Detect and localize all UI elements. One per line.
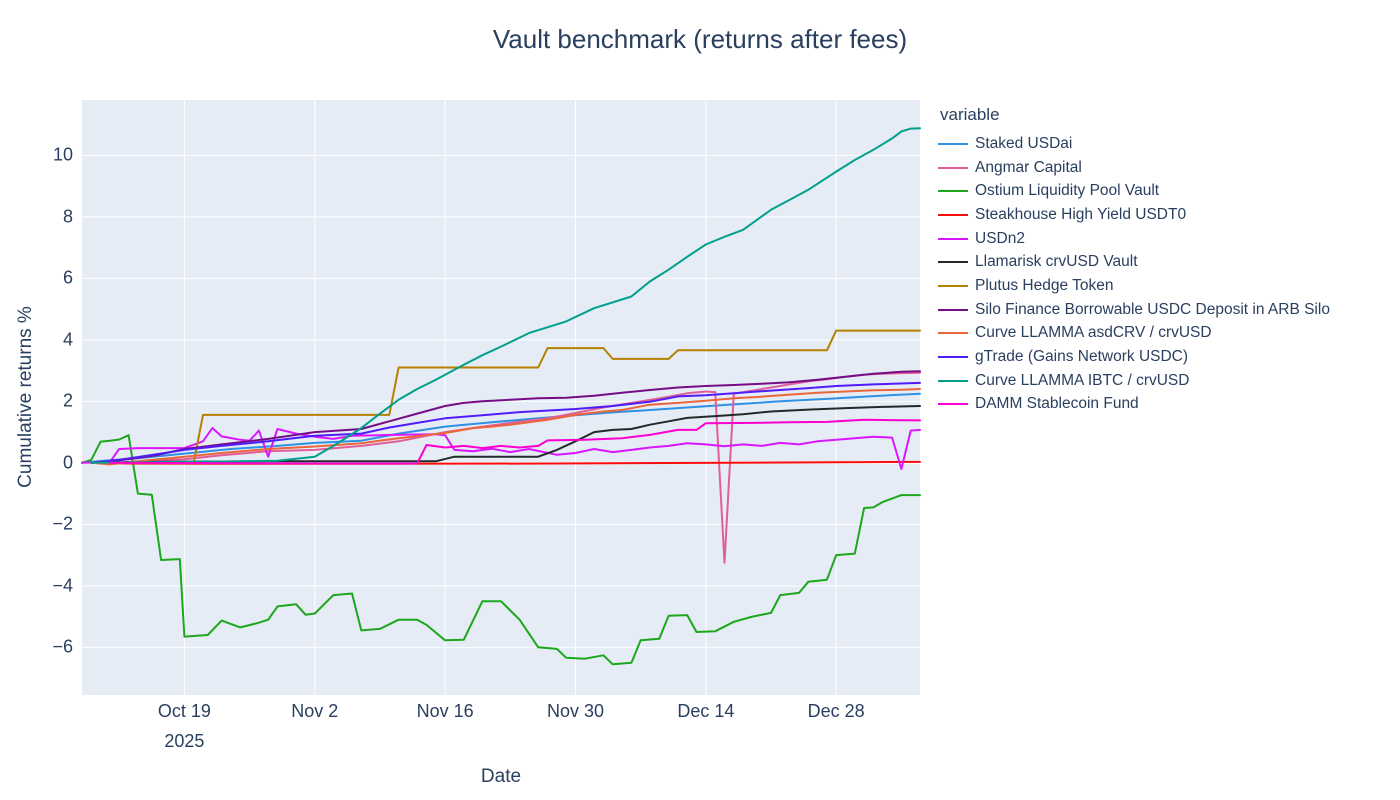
legend-line-swatch: [938, 379, 968, 382]
legend-line-swatch: [938, 308, 968, 311]
legend-item-label: Angmar Capital: [975, 158, 1082, 176]
legend-item-label: DAMM Stablecoin Fund: [975, 395, 1139, 413]
legend-item-0[interactable]: Staked USDai: [938, 132, 1330, 156]
x-axis-year-label: 2025: [164, 731, 205, 751]
series-line-2[interactable]: [81, 434, 921, 666]
series-line-5[interactable]: [108, 405, 921, 464]
legend: variable Staked USDai Angmar Capital Ostiu…: [938, 105, 1330, 416]
y-tick-label: 0: [62, 452, 73, 473]
legend-item-label: Curve LLAMMA asdCRV / crvUSD: [975, 324, 1212, 342]
legend-item-label: Llamarisk crvUSD Vault: [975, 253, 1138, 271]
legend-item-label: Steakhouse High Yield USDT0: [975, 205, 1187, 223]
legend-line-swatch: [938, 166, 968, 169]
legend-item-label: gTrade (Gains Network USDC): [975, 348, 1189, 366]
y-tick-label: −6: [52, 636, 73, 657]
series-line-6[interactable]: [99, 329, 921, 464]
legend-item-7[interactable]: Silo Finance Borrowable USDC Deposit in …: [938, 298, 1330, 322]
legend-item-1[interactable]: Angmar Capital: [938, 156, 1330, 180]
legend-item-4[interactable]: USDn2: [938, 227, 1330, 251]
x-tick-label: Nov 30: [546, 701, 605, 721]
legend-item-11[interactable]: DAMM Stablecoin Fund: [938, 393, 1330, 417]
legend-item-10[interactable]: Curve LLAMMA IBTC / crvUSD: [938, 369, 1330, 393]
legend-line-swatch: [938, 403, 968, 406]
legend-item-label: Staked USDai: [975, 134, 1073, 152]
legend-item-label: USDn2: [975, 229, 1025, 247]
chart-title: Vault benchmark (returns after fees): [492, 24, 908, 54]
series-line-7[interactable]: [90, 370, 921, 464]
x-tick-label: Nov 2: [291, 701, 339, 721]
x-tick-label: Dec 14: [677, 701, 735, 721]
legend-item-9[interactable]: gTrade (Gains Network USDC): [938, 345, 1330, 369]
y-tick-label: −4: [52, 575, 73, 596]
legend-item-2[interactable]: Ostium Liquidity Pool Vault: [938, 179, 1330, 203]
series-line-8[interactable]: [90, 388, 921, 466]
x-tick-label: Dec 28: [807, 701, 865, 721]
legend-item-label: Curve LLAMMA IBTC / crvUSD: [975, 371, 1190, 389]
legend-line-swatch: [938, 190, 968, 193]
legend-item-5[interactable]: Llamarisk crvUSD Vault: [938, 250, 1330, 274]
legend-item-8[interactable]: Curve LLAMMA asdCRV / crvUSD: [938, 322, 1330, 346]
legend-title: variable: [940, 105, 1000, 124]
series-line-9[interactable]: [90, 381, 921, 464]
legend-item-label: Ostium Liquidity Pool Vault: [975, 182, 1160, 200]
legend-line-swatch: [938, 284, 968, 287]
legend-line-swatch: [938, 213, 968, 216]
y-tick-label: 8: [62, 206, 73, 227]
plot-area[interactable]: [82, 100, 920, 695]
x-axis-title: Date: [480, 766, 522, 787]
legend-line-swatch: [938, 237, 968, 240]
series-line-4[interactable]: [81, 427, 921, 470]
legend-item-3[interactable]: Steakhouse High Yield USDT0: [938, 203, 1330, 227]
series-line-0[interactable]: [81, 392, 921, 464]
legend-line-swatch: [938, 142, 968, 145]
y-tick-label: 4: [62, 329, 73, 350]
legend-item-label: Plutus Hedge Token: [975, 276, 1114, 294]
legend-line-swatch: [938, 356, 968, 359]
legend-line-swatch: [938, 332, 968, 335]
series-line-10[interactable]: [90, 127, 921, 464]
x-tick-label: Oct 19: [157, 701, 211, 721]
y-tick-label: 2: [62, 390, 73, 411]
legend-item-6[interactable]: Plutus Hedge Token: [938, 274, 1330, 298]
y-tick-label: −2: [52, 513, 73, 534]
legend-line-swatch: [938, 261, 968, 264]
y-tick-label: 10: [52, 144, 73, 165]
series-line-11[interactable]: [108, 418, 921, 465]
x-tick-label: Nov 16: [416, 701, 474, 721]
legend-item-label: Silo Finance Borrowable USDC Deposit in …: [975, 300, 1330, 318]
y-tick-label: 6: [62, 267, 73, 288]
